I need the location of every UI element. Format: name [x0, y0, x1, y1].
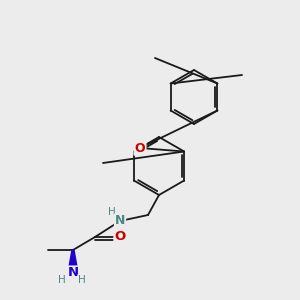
Text: O: O	[135, 142, 145, 154]
Text: N: N	[115, 214, 125, 227]
Text: N: N	[68, 266, 79, 280]
Text: O: O	[114, 230, 126, 244]
Text: H: H	[58, 275, 66, 285]
Text: H: H	[78, 275, 86, 285]
Text: H: H	[108, 207, 116, 217]
Polygon shape	[69, 250, 77, 267]
